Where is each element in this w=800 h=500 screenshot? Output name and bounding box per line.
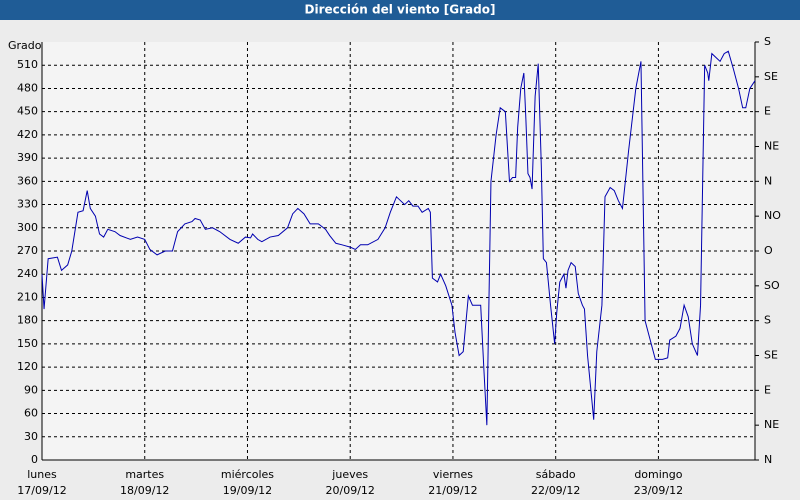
y-tick-label: 420 <box>17 128 38 141</box>
y2-tick-label: SE <box>764 349 778 362</box>
y-tick-label: 0 <box>31 453 38 466</box>
y-tick-label: 330 <box>17 198 38 211</box>
y2-tick-label: SE <box>764 70 778 83</box>
y2-tick-label: N <box>764 453 772 466</box>
x-tick-label: 22/09/12 <box>531 484 580 497</box>
y-tick-label: 60 <box>24 407 38 420</box>
y-tick-label: 90 <box>24 383 38 396</box>
y-tick-label: 30 <box>24 430 38 443</box>
y2-tick-label: O <box>764 244 773 257</box>
y-tick-label: 300 <box>17 221 38 234</box>
x-tick-label: lunes <box>27 468 57 481</box>
y2-tick-label: S <box>764 314 771 327</box>
x-tick-label: 20/09/12 <box>326 484 375 497</box>
y-tick-label: 450 <box>17 105 38 118</box>
y2-tick-label: N <box>764 174 772 187</box>
y-tick-label: 480 <box>17 81 38 94</box>
y-tick-label: 150 <box>17 337 38 350</box>
y2-tick-label: SO <box>764 279 780 292</box>
y2-tick-label: NE <box>764 140 779 153</box>
y2-tick-label: NE <box>764 418 779 431</box>
y-tick-label: 180 <box>17 314 38 327</box>
x-tick-label: viernes <box>433 468 473 481</box>
x-tick-label: 23/09/12 <box>634 484 683 497</box>
y-tick-label: 510 <box>17 58 38 71</box>
y-tick-label: 360 <box>17 174 38 187</box>
y2-tick-label: NO <box>764 209 781 222</box>
x-tick-label: miércoles <box>221 468 274 481</box>
title-bar <box>0 0 800 20</box>
y-axis-label: Grado <box>8 39 42 52</box>
x-tick-label: 17/09/12 <box>17 484 66 497</box>
y2-tick-label: E <box>764 105 771 118</box>
x-tick-label: sábado <box>536 468 576 481</box>
x-tick-label: martes <box>125 468 164 481</box>
y-tick-label: 390 <box>17 151 38 164</box>
data-line <box>41 50 756 426</box>
x-tick-label: domingo <box>634 468 682 481</box>
x-tick-label: 21/09/12 <box>428 484 477 497</box>
x-tick-label: 19/09/12 <box>223 484 272 497</box>
y-tick-label: 240 <box>17 267 38 280</box>
y-tick-label: 210 <box>17 290 38 303</box>
chart-title: Dirección del viento [Grado] <box>305 3 496 17</box>
y-tick-label: 120 <box>17 360 38 373</box>
y-tick-label: 270 <box>17 244 38 257</box>
x-tick-label: 18/09/12 <box>120 484 169 497</box>
y2-tick-label: S <box>764 35 771 48</box>
y2-tick-label: E <box>764 383 771 396</box>
x-tick-label: jueves <box>331 468 368 481</box>
